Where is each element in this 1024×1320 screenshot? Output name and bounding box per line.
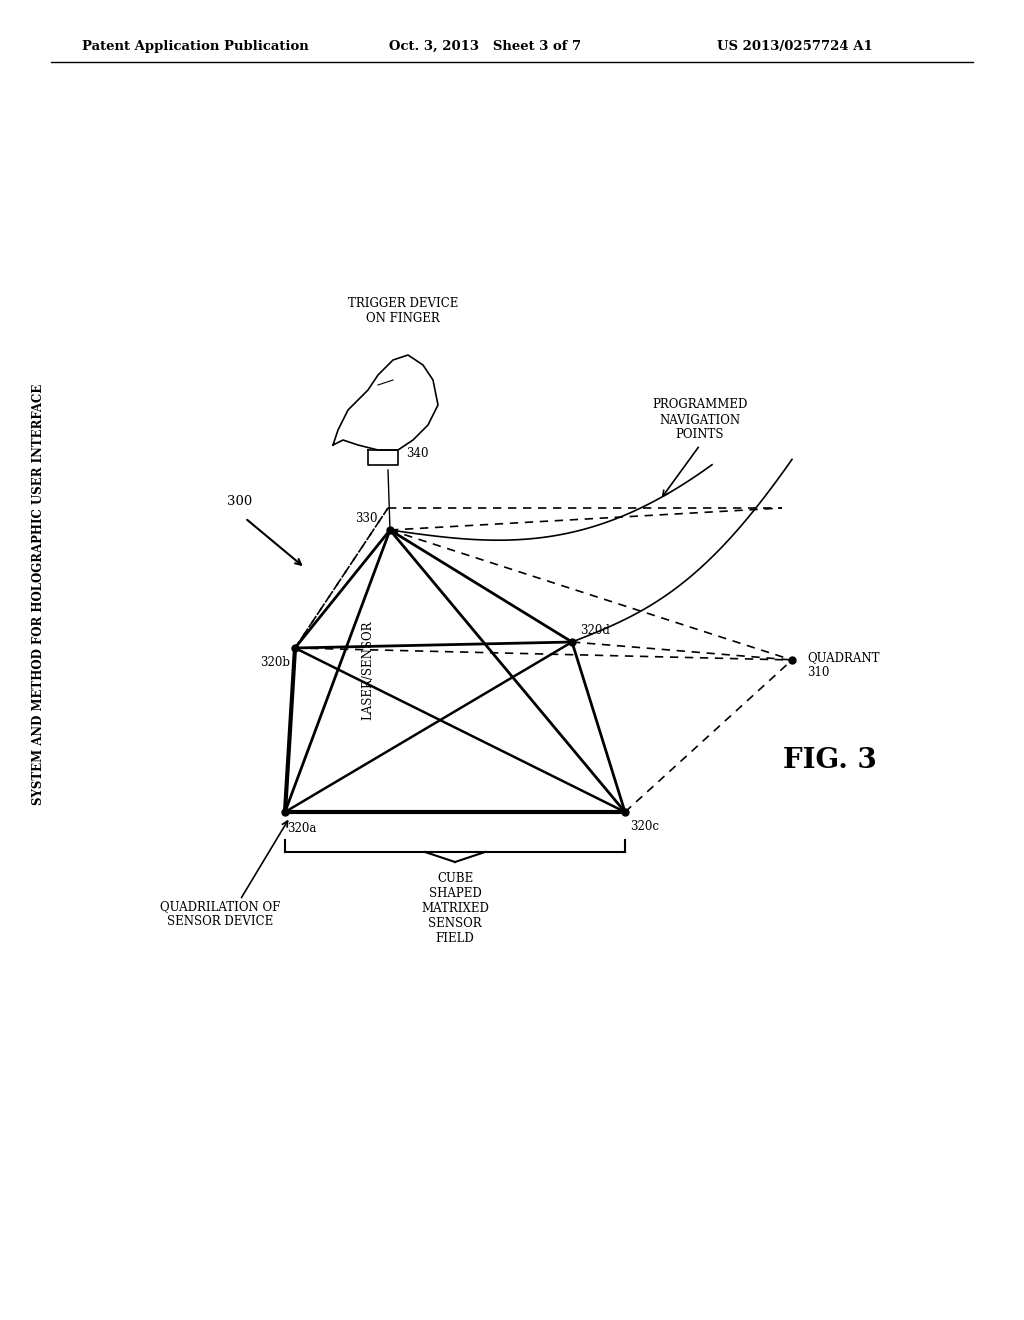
Text: 340: 340	[406, 447, 428, 459]
Text: 300: 300	[227, 495, 253, 508]
Text: PROGRAMMED
NAVIGATION
POINTS: PROGRAMMED NAVIGATION POINTS	[652, 399, 748, 441]
Text: CUBE
SHAPED
MATRIXED
SENSOR
FIELD: CUBE SHAPED MATRIXED SENSOR FIELD	[421, 873, 488, 945]
Text: QUADRILATION OF
SENSOR DEVICE: QUADRILATION OF SENSOR DEVICE	[160, 900, 281, 928]
Text: SYSTEM AND METHOD FOR HOLOGRAPHIC USER INTERFACE: SYSTEM AND METHOD FOR HOLOGRAPHIC USER I…	[33, 383, 45, 805]
Text: US 2013/0257724 A1: US 2013/0257724 A1	[717, 40, 872, 53]
Text: FIG. 3: FIG. 3	[783, 747, 877, 774]
Text: 320a: 320a	[287, 822, 316, 836]
Text: 320b: 320b	[260, 656, 290, 669]
Text: Patent Application Publication: Patent Application Publication	[82, 40, 308, 53]
Text: 330: 330	[355, 512, 378, 525]
Text: LASER/SENSOR: LASER/SENSOR	[361, 620, 375, 719]
Text: 320d: 320d	[580, 624, 610, 638]
Text: 320c: 320c	[630, 820, 659, 833]
Text: Oct. 3, 2013   Sheet 3 of 7: Oct. 3, 2013 Sheet 3 of 7	[389, 40, 582, 53]
Text: QUADRANT
310: QUADRANT 310	[807, 651, 880, 678]
Text: TRIGGER DEVICE
ON FINGER: TRIGGER DEVICE ON FINGER	[348, 297, 458, 325]
